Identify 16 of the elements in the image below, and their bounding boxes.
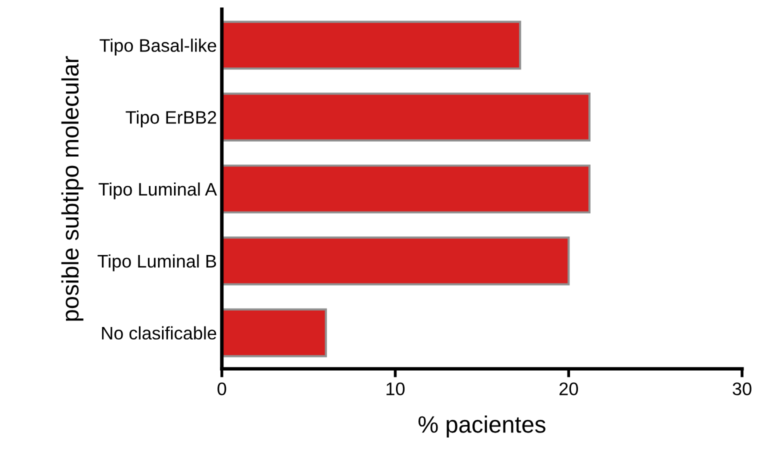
- y-tick-label: No clasificable: [102, 326, 216, 340]
- y-axis-title: posible subtipo molecular: [61, 56, 84, 321]
- bar: [222, 308, 327, 358]
- x-tick-label: 30: [732, 382, 752, 396]
- x-tick-label: 0: [218, 382, 226, 396]
- y-tick-label: Tipo Basal-like: [100, 38, 216, 56]
- x-tick-label: 20: [560, 382, 578, 396]
- bar: [222, 20, 522, 70]
- x-axis-title: % pacientes: [418, 415, 546, 438]
- y-tick-label: Tipo Luminal A: [98, 182, 217, 200]
- bar: [222, 236, 570, 286]
- bar: [222, 92, 591, 142]
- y-tick-label: Tipo Luminal B: [98, 254, 216, 272]
- x-tick-label: 10: [386, 382, 405, 396]
- y-tick-label: Tipo ErBB2: [126, 110, 216, 128]
- bar: [222, 164, 591, 214]
